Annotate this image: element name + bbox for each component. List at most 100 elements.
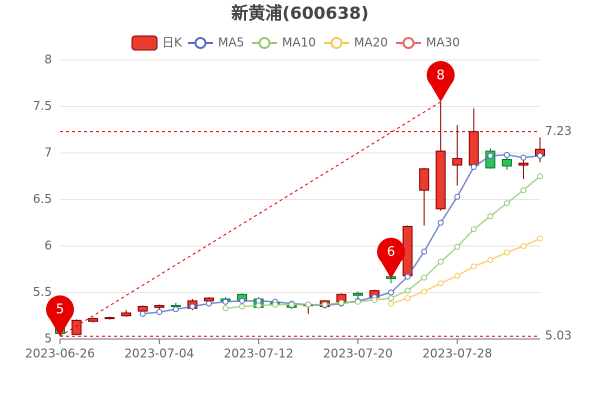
legend-icon [330,37,343,49]
ma-point [487,256,494,263]
ma-point [404,273,411,280]
ma-point [520,187,527,194]
legend-icon [131,35,158,51]
candle-body [88,318,99,322]
ma-point [537,173,543,180]
ma-point [172,306,179,313]
ma-point [520,154,527,161]
legend-item: MA30 [396,36,460,50]
y-tick-label: 7 [44,146,52,160]
candle-body [121,312,132,317]
ma-point [371,296,378,303]
ma-point [537,152,543,159]
ma-point [388,300,395,307]
ma-point [421,288,428,295]
candle-body [468,131,479,166]
ma-point [487,213,494,220]
y-tick-label: 7.5 [33,99,52,113]
mark-connector [59,101,441,337]
ma-point [503,200,510,207]
legend-label: MA5 [218,36,244,50]
mark-pin-label: 6 [387,245,395,260]
ma-point [139,310,146,317]
x-tick-label: 2023-06-26 [25,347,95,361]
y-tick-label: 5 [44,332,52,346]
candle-body [452,158,463,166]
legend-item: MA20 [324,36,388,50]
ma-line [390,237,541,305]
ma-point [437,219,444,226]
candle-body [419,168,430,191]
ma-point [454,193,461,200]
x-tick-label: 2023-07-20 [323,347,393,361]
candle-body [137,305,148,312]
ma-line [142,154,541,315]
mark-pin [46,295,74,337]
ma-point [470,263,477,270]
ma-point [487,152,494,159]
chart-title: 新黄浦(600638) [231,3,369,24]
legend-item: MA5 [188,36,244,50]
candle-body [71,319,82,335]
ma-point [503,151,510,158]
ma-point [470,226,477,233]
ma-point [189,303,196,310]
ma-point [520,243,527,249]
mark-line-label: 7.23 [545,124,572,138]
ma-point [437,280,444,287]
x-tick-label: 2023-07-12 [224,347,294,361]
y-tick-label: 6.5 [33,192,52,206]
candle-body [154,305,165,308]
ma-point [222,298,229,305]
ma-point [239,297,246,304]
ma-point [503,249,510,256]
ma-point [255,302,262,309]
mark-pin [377,237,406,279]
candle-body [203,297,214,302]
ma-point [421,248,428,255]
ma-point [288,301,295,308]
ma-point [404,295,411,302]
y-tick-label: 8 [44,53,52,67]
ma-point [354,298,361,305]
x-tick-label: 2023-07-04 [124,347,194,361]
ma-point [454,272,461,279]
legend-label: MA10 [282,36,316,50]
y-tick-label: 5.5 [33,285,52,299]
legend-label: MA30 [426,36,460,50]
ma-point [239,303,246,310]
candle-body [435,150,446,210]
legend-icon [258,37,271,49]
mark-pin-label: 8 [437,68,445,83]
ma-point [388,295,395,302]
ma-point [388,289,395,296]
candle-body [501,159,512,167]
ma-point [222,305,229,312]
ma-point [272,301,279,308]
ma-point [537,235,543,242]
x-tick-label: 2023-07-28 [422,347,492,361]
legend-icon [194,37,207,49]
legend-label: MA20 [354,36,388,50]
legend-label: 日K [162,36,183,50]
mark-pin [426,61,455,102]
ma-point [437,258,444,265]
ma-point [404,287,411,294]
mark-pin-label: 5 [56,303,64,318]
ma-point [205,300,212,307]
ma-point [321,301,328,308]
candle-body [518,162,529,166]
ma-point [421,274,428,281]
mark-line-label: 5.03 [545,329,572,343]
y-tick-label: 6 [44,239,52,253]
candle-body [104,317,115,320]
ma-point [338,299,345,306]
legend-item: MA10 [252,36,316,50]
ma-point [454,243,461,250]
ma-point [305,301,312,308]
ma-point [156,309,163,316]
legend-icon [402,37,415,49]
ma-point [470,163,477,170]
candle-body [352,292,363,296]
